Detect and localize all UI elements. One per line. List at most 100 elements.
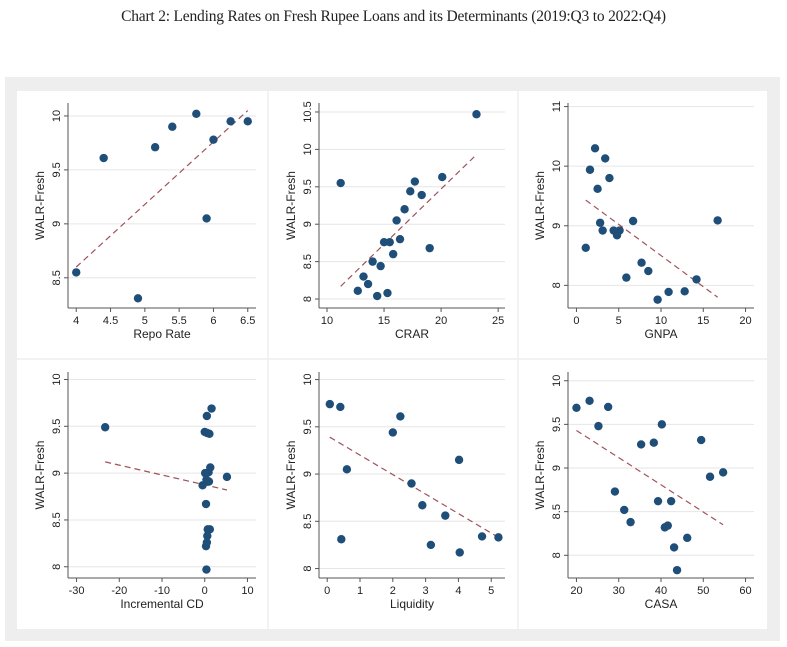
x-tick-label: 30 bbox=[613, 585, 625, 597]
data-point bbox=[718, 468, 728, 477]
x-tick-label: 20 bbox=[570, 585, 582, 597]
data-point bbox=[396, 412, 405, 421]
y-tick-label: 10 bbox=[551, 160, 563, 172]
fit-line bbox=[329, 436, 499, 538]
data-point bbox=[622, 273, 631, 282]
y-tick-label: 8.5 bbox=[302, 514, 314, 529]
x-tick-label: 6.5 bbox=[240, 315, 255, 327]
data-point bbox=[392, 216, 401, 225]
data-point bbox=[653, 496, 663, 506]
data-point bbox=[202, 411, 212, 421]
data-point bbox=[406, 187, 415, 196]
y-tick-label: 9.5 bbox=[302, 179, 314, 194]
fit-line bbox=[576, 429, 724, 526]
data-point bbox=[383, 288, 392, 298]
data-point bbox=[683, 533, 692, 543]
data-point bbox=[581, 243, 590, 253]
x-tick-label: 15 bbox=[378, 315, 390, 327]
x-tick-label: 3 bbox=[423, 585, 429, 597]
y-tick-label: 11 bbox=[551, 101, 563, 112]
data-point bbox=[201, 541, 211, 551]
y-axis-label: WALR-Fresh bbox=[284, 171, 298, 240]
x-axis-label: GNPA bbox=[644, 327, 677, 341]
fit-line bbox=[340, 154, 477, 287]
data-point bbox=[666, 496, 676, 506]
scatter-panel-3: 8 9 10 11 0 5 10 15 20 GNPA WALR-Fresh bbox=[533, 101, 754, 341]
data-point bbox=[325, 399, 335, 409]
x-tick-label: 25 bbox=[492, 315, 504, 327]
y-tick-label: 9 bbox=[551, 465, 563, 471]
x-tick-label: 20 bbox=[435, 315, 447, 327]
data-point bbox=[99, 153, 108, 163]
x-tick-label: 4 bbox=[73, 315, 79, 327]
y-tick-label: 8.5 bbox=[51, 512, 63, 527]
data-point bbox=[337, 535, 346, 544]
x-tick-label: 5 bbox=[616, 315, 622, 327]
data-point bbox=[669, 543, 679, 552]
data-point bbox=[696, 435, 706, 445]
data-point bbox=[663, 521, 672, 530]
data-point bbox=[150, 143, 160, 152]
data-point bbox=[400, 205, 409, 214]
y-tick-label: 9.5 bbox=[51, 419, 63, 434]
data-point bbox=[372, 291, 382, 301]
data-point bbox=[610, 487, 620, 496]
y-tick-label: 8 bbox=[551, 282, 563, 288]
data-point bbox=[207, 404, 216, 413]
data-point bbox=[598, 226, 607, 235]
x-axis-label: CRAR bbox=[395, 327, 429, 341]
data-point bbox=[205, 525, 215, 534]
data-point bbox=[133, 294, 143, 303]
data-point bbox=[680, 287, 689, 296]
x-tick-label: 10 bbox=[655, 315, 667, 327]
scatter-panel-6: 8 8.5 9 9.5 10 20 30 40 50 60 CASA WALR-Fresh bbox=[533, 372, 754, 611]
data-point bbox=[192, 109, 201, 118]
data-point bbox=[425, 243, 434, 253]
data-point bbox=[595, 218, 605, 227]
data-point bbox=[205, 429, 214, 438]
y-tick-label: 9 bbox=[302, 471, 314, 477]
data-point bbox=[653, 295, 662, 304]
data-point bbox=[209, 135, 218, 144]
data-point bbox=[388, 428, 398, 437]
x-tick-label: 60 bbox=[739, 585, 751, 597]
y-tick-label: 10 bbox=[551, 375, 563, 387]
x-tick-label: -20 bbox=[111, 585, 127, 597]
y-tick-label: 8 bbox=[302, 296, 314, 302]
x-tick-label: 5 bbox=[142, 315, 148, 327]
data-point bbox=[603, 402, 613, 412]
y-tick-label: 9 bbox=[51, 221, 63, 227]
x-tick-label: 5 bbox=[488, 585, 494, 597]
y-tick-label: 10 bbox=[51, 373, 63, 385]
data-point bbox=[657, 420, 667, 429]
y-axis-label: WALR-Fresh bbox=[533, 441, 547, 510]
data-point bbox=[204, 477, 214, 486]
data-point bbox=[168, 122, 177, 131]
x-axis-label: Incremental CD bbox=[120, 597, 204, 611]
y-tick-label: 8.5 bbox=[551, 504, 563, 519]
y-tick-label: 8 bbox=[51, 564, 63, 570]
x-tick-label: 1 bbox=[357, 585, 363, 597]
x-axis-label: CASA bbox=[645, 597, 678, 611]
x-tick-label: -30 bbox=[69, 585, 85, 597]
data-point bbox=[203, 531, 212, 541]
data-point bbox=[637, 258, 646, 267]
y-tick-label: 9 bbox=[302, 221, 314, 227]
data-point bbox=[417, 190, 426, 200]
fit-line bbox=[585, 199, 719, 298]
y-tick-label: 9.5 bbox=[302, 419, 314, 434]
data-point bbox=[590, 144, 600, 153]
y-axis-label: WALR-Fresh bbox=[533, 171, 547, 240]
y-tick-label: 10 bbox=[302, 143, 314, 155]
data-point bbox=[226, 117, 235, 126]
data-point bbox=[407, 479, 416, 488]
data-point bbox=[363, 279, 373, 289]
data-point bbox=[222, 472, 232, 482]
data-point bbox=[594, 421, 603, 431]
x-tick-label: 5.5 bbox=[172, 315, 187, 327]
data-point bbox=[201, 499, 211, 509]
data-point bbox=[620, 505, 629, 515]
y-tick-label: 9.5 bbox=[51, 162, 63, 177]
x-tick-label: -10 bbox=[154, 585, 170, 597]
